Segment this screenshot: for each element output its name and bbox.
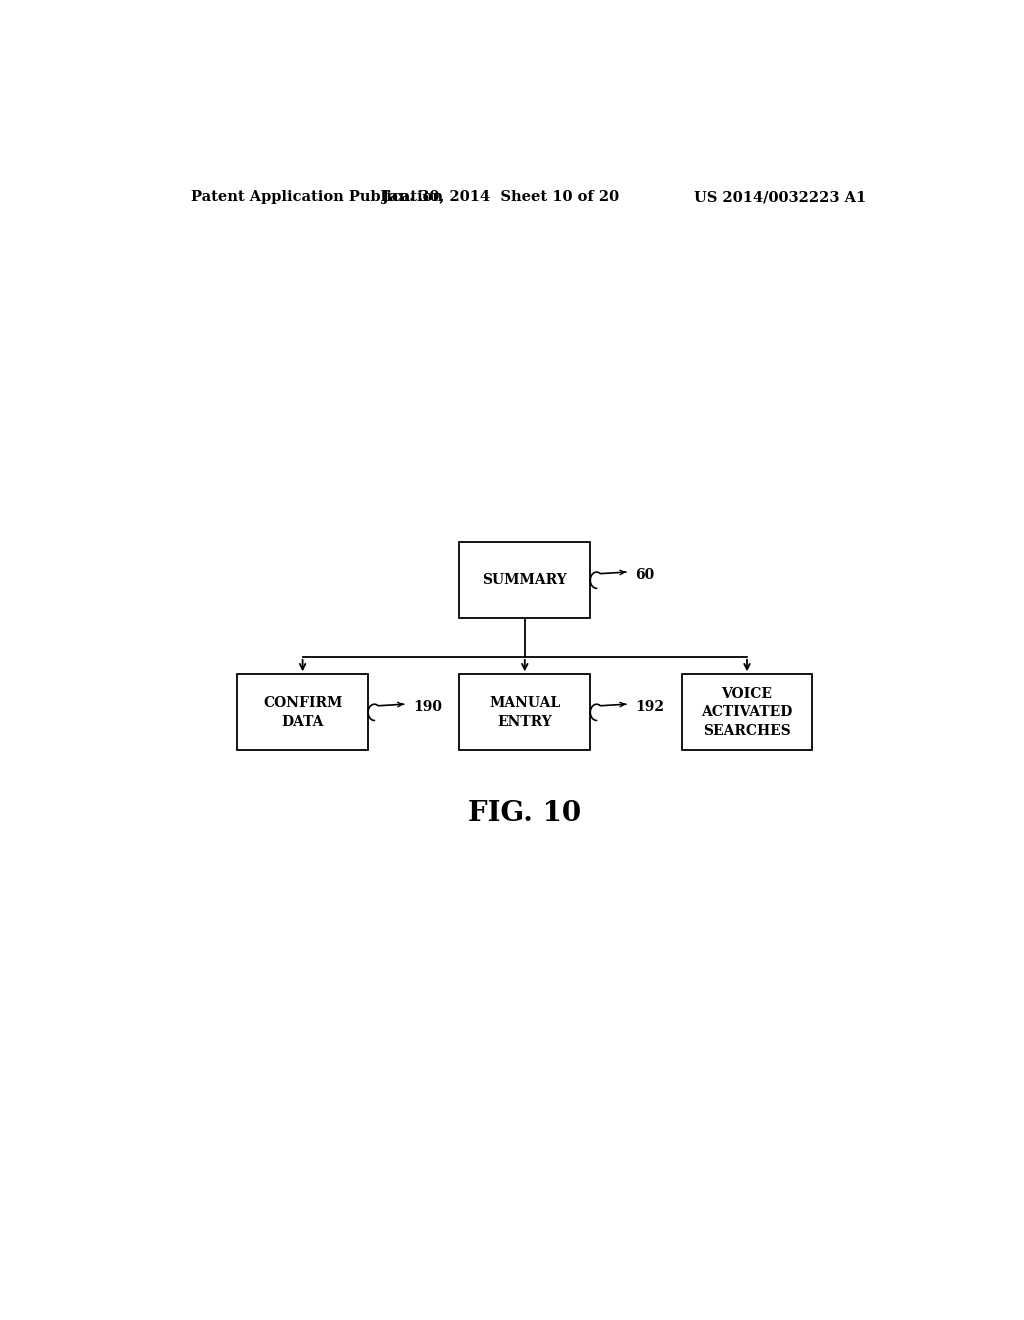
Text: SUMMARY: SUMMARY [482,573,567,587]
Text: MANUAL
ENTRY: MANUAL ENTRY [489,696,560,729]
Text: 60: 60 [636,568,654,582]
Text: Patent Application Publication: Patent Application Publication [191,190,443,205]
Text: US 2014/0032223 A1: US 2014/0032223 A1 [694,190,866,205]
Text: Jan. 30, 2014  Sheet 10 of 20: Jan. 30, 2014 Sheet 10 of 20 [382,190,620,205]
Text: CONFIRM
DATA: CONFIRM DATA [263,696,342,729]
Text: FIG. 10: FIG. 10 [468,800,582,828]
Text: 190: 190 [414,700,442,714]
Text: 192: 192 [636,700,665,714]
Text: VOICE
ACTIVATED
SEARCHES: VOICE ACTIVATED SEARCHES [701,686,793,738]
FancyBboxPatch shape [682,675,812,751]
FancyBboxPatch shape [238,675,368,751]
FancyBboxPatch shape [460,675,590,751]
FancyBboxPatch shape [460,543,590,618]
